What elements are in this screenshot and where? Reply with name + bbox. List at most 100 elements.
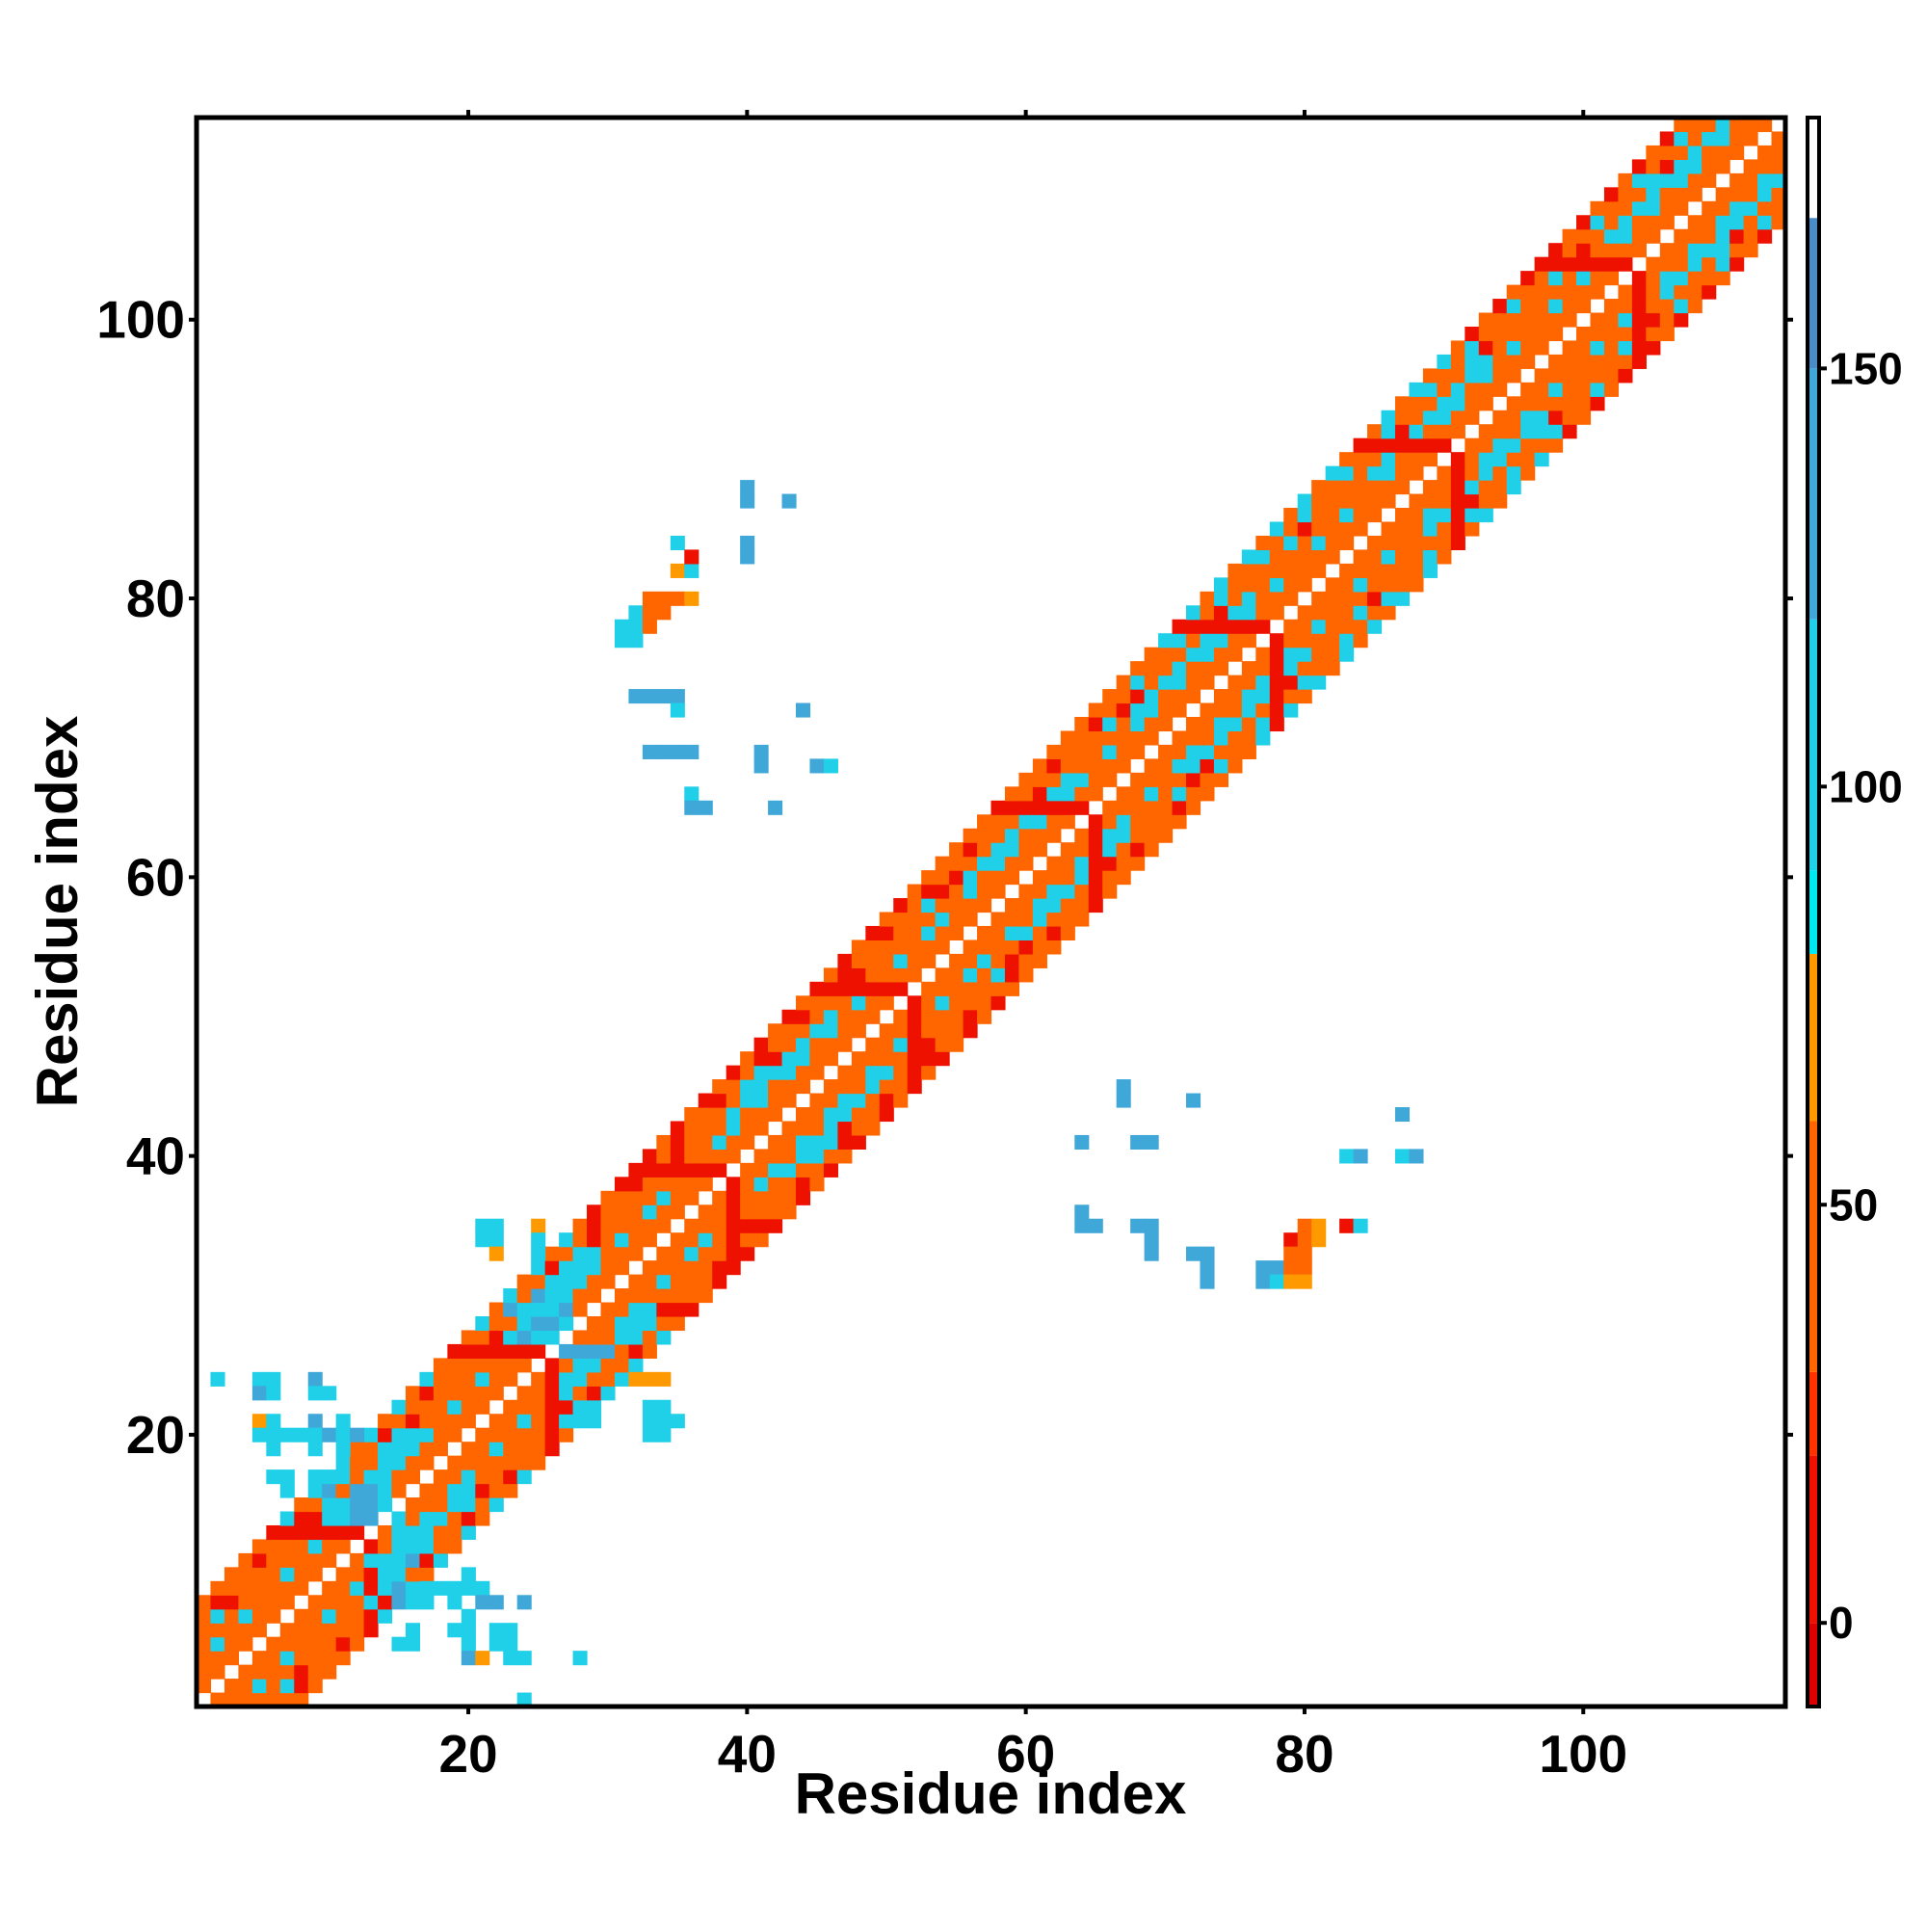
heatmap-cell	[503, 1414, 518, 1429]
heatmap-cell	[503, 1358, 518, 1373]
heatmap-cell	[1158, 716, 1174, 732]
heatmap-cell	[363, 1427, 379, 1442]
heatmap-cell	[197, 1623, 212, 1638]
heatmap-cell	[963, 1023, 978, 1039]
heatmap-cell	[726, 1149, 741, 1164]
heatmap-cell	[1074, 758, 1090, 774]
heatmap-cell	[1339, 480, 1355, 495]
heatmap-cell	[1409, 382, 1424, 397]
heatmap-cell	[1060, 730, 1075, 746]
heatmap-cell	[1060, 814, 1075, 830]
heatmap-cell	[350, 1497, 365, 1513]
heatmap-cell	[698, 1121, 713, 1136]
heatmap-cell	[1353, 493, 1368, 509]
heatmap-cell	[294, 1567, 309, 1582]
heatmap-cell	[1186, 1093, 1201, 1108]
heatmap-cell	[1687, 215, 1703, 230]
heatmap-cell	[1771, 187, 1786, 202]
heatmap-cell	[1339, 521, 1355, 537]
heatmap-cell	[809, 1121, 825, 1136]
heatmap-cell	[516, 1692, 532, 1707]
heatmap-cell	[990, 940, 1006, 955]
heatmap-cell	[935, 856, 950, 871]
heatmap-cell	[1283, 675, 1299, 690]
heatmap-cell	[322, 1539, 337, 1554]
heatmap-cell	[921, 912, 937, 927]
heatmap-cell	[1297, 633, 1312, 648]
heatmap-cell	[1325, 508, 1340, 523]
heatmap-cell	[1004, 981, 1020, 996]
heatmap-cell	[670, 1260, 685, 1276]
heatmap-cell	[656, 689, 672, 704]
heatmap-cell	[475, 1469, 490, 1485]
heatmap-cell	[1437, 480, 1452, 495]
heatmap-cell	[1422, 535, 1438, 551]
heatmap-cell	[1032, 925, 1047, 941]
heatmap-cell	[251, 1386, 267, 1401]
heatmap-cell	[531, 1371, 546, 1387]
heatmap-cell	[210, 1664, 225, 1680]
heatmap-cell	[378, 1539, 393, 1554]
heatmap-cell	[1255, 661, 1271, 676]
heatmap-cell	[990, 842, 1006, 858]
heatmap-cell	[1687, 187, 1703, 202]
heatmap-cell	[544, 1288, 560, 1304]
heatmap-cell	[1046, 814, 1062, 830]
heatmap-cell	[1046, 925, 1062, 941]
heatmap-cell	[865, 953, 881, 968]
heatmap-cell	[378, 1580, 393, 1596]
heatmap-cell	[378, 1442, 393, 1457]
heatmap-cell	[1060, 898, 1075, 913]
heatmap-cell	[559, 1427, 574, 1442]
heatmap-cell	[809, 1093, 825, 1108]
heatmap-cell	[1032, 786, 1047, 802]
heatmap-cell	[642, 1177, 657, 1192]
heatmap-cell	[893, 898, 909, 913]
heatmap-cell	[559, 1414, 574, 1429]
heatmap-cell	[1478, 396, 1493, 411]
heatmap-cell	[378, 1427, 393, 1442]
heatmap-cell	[907, 884, 922, 899]
heatmap-cell	[712, 1190, 727, 1205]
heatmap-cell	[893, 981, 909, 996]
heatmap-cell	[879, 1079, 894, 1095]
heatmap-cell	[893, 940, 909, 955]
heatmap-cell	[1394, 437, 1411, 453]
heatmap-cell	[753, 1190, 769, 1205]
heatmap-cell	[350, 1567, 365, 1582]
heatmap-cell	[1437, 508, 1452, 523]
heatmap-cell	[1367, 549, 1383, 565]
heatmap-cell	[1520, 271, 1536, 286]
heatmap-cell	[1394, 1149, 1411, 1164]
heatmap-cell	[1074, 1218, 1090, 1233]
heatmap-cell	[1506, 312, 1521, 328]
heatmap-cell	[753, 1232, 769, 1248]
heatmap-cell	[921, 1023, 937, 1039]
heatmap-cell	[307, 1414, 323, 1429]
heatmap-cell	[1367, 424, 1383, 439]
heatmap-cell	[350, 1524, 365, 1541]
heatmap-cell	[1729, 243, 1745, 258]
heatmap-cell	[322, 1469, 337, 1485]
heatmap-cell	[1506, 368, 1521, 384]
heatmap-cell	[1659, 256, 1675, 272]
heatmap-cell	[865, 995, 881, 1011]
heatmap-cell	[531, 1274, 546, 1289]
heatmap-cell	[294, 1651, 309, 1666]
heatmap-cell	[1060, 856, 1075, 871]
heatmap-cell	[559, 1371, 574, 1387]
heatmap-cell	[544, 1371, 560, 1387]
heatmap-cell	[1102, 744, 1118, 759]
heatmap-cell	[1492, 299, 1508, 314]
heatmap-cell	[1715, 118, 1730, 133]
heatmap-cell	[698, 1218, 713, 1233]
heatmap-cell	[307, 1608, 323, 1624]
heatmap-cell	[544, 1414, 560, 1429]
heatmap-cell	[1450, 521, 1465, 537]
heatmap-cell	[907, 1079, 922, 1095]
heatmap-cell	[1325, 661, 1340, 676]
heatmap-cell	[1353, 605, 1368, 621]
heatmap-cell	[475, 1651, 490, 1666]
heatmap-cell	[753, 1218, 769, 1233]
heatmap-cell	[642, 1190, 657, 1205]
